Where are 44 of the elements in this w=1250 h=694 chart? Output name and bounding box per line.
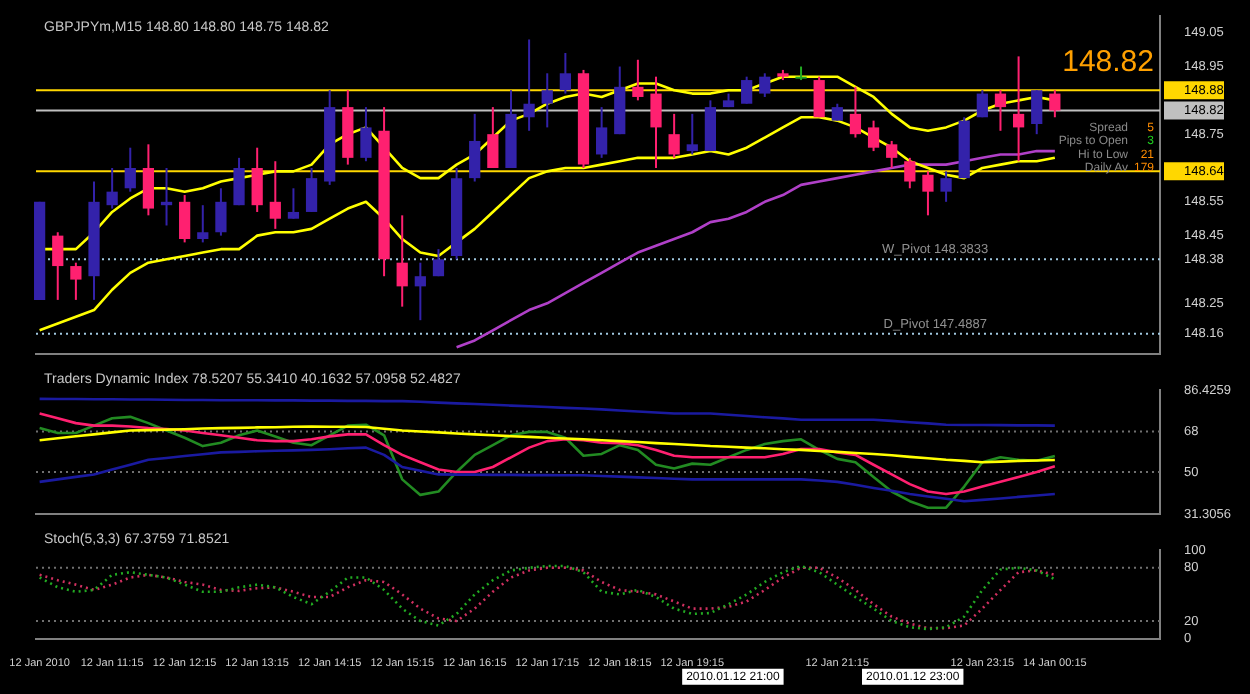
candlestick [741, 75, 753, 105]
candlestick [251, 146, 263, 213]
candlestick [287, 187, 300, 220]
candlestick [994, 89, 1007, 132]
candlestick [124, 146, 136, 193]
candlestick [269, 160, 281, 230]
candlestick [813, 75, 825, 119]
candlestick [52, 231, 64, 301]
candlestick [305, 166, 318, 213]
candlestick [650, 75, 662, 169]
candlestick [1031, 89, 1043, 136]
candlestick [414, 261, 426, 322]
candlestick [1012, 55, 1025, 163]
candlestick [197, 204, 209, 244]
candlestick [849, 85, 862, 139]
candlestick [432, 248, 445, 278]
candlestick [632, 58, 644, 102]
candlestick [940, 170, 952, 203]
candlestick [487, 106, 499, 169]
candlestick [215, 187, 227, 237]
candlestick [686, 112, 698, 156]
candlestick [541, 72, 553, 129]
candlestick [668, 112, 680, 159]
candlestick [904, 156, 916, 190]
candlestick [614, 65, 626, 136]
candlestick [867, 119, 880, 153]
candlestick [523, 38, 535, 132]
candlestick [886, 139, 898, 169]
candlestick [233, 156, 245, 207]
candlestick [1049, 89, 1061, 119]
candlestick [70, 261, 82, 301]
candlestick [469, 112, 481, 183]
candlestick [142, 143, 155, 217]
candlestick [922, 170, 934, 217]
candlestick [559, 52, 571, 95]
candlestick [396, 214, 408, 308]
candlestick [759, 72, 771, 98]
candlestick [360, 106, 372, 163]
candlestick [179, 194, 191, 244]
candlestick [106, 166, 118, 210]
candlestick [596, 106, 608, 159]
candlestick [976, 89, 988, 119]
annotation: 148.82 [1062, 45, 1154, 80]
candlestick [704, 99, 717, 153]
